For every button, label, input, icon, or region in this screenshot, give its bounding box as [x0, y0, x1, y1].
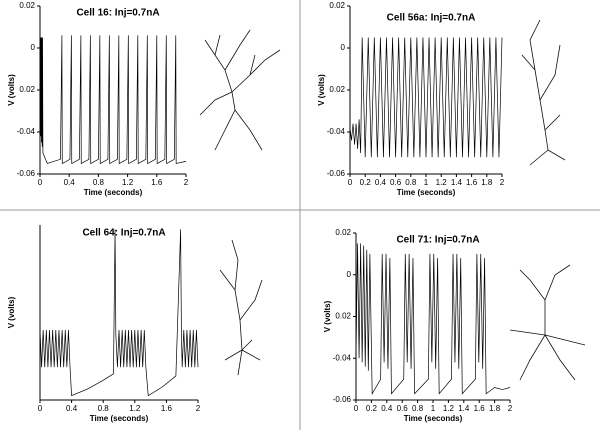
x-tick-label: 0.2	[366, 404, 378, 413]
x-tick-label: 0.6	[397, 404, 409, 413]
y-tick-label: -0.06	[333, 395, 352, 404]
y-tick-label: 0.02	[329, 85, 345, 94]
x-tick-label: 0.4	[381, 404, 393, 413]
x-tick-label: 0	[38, 178, 43, 187]
x-tick-label: 0	[354, 404, 359, 413]
x-tick-label: 1.2	[122, 178, 134, 187]
y-tick-label: -0.06	[17, 169, 36, 178]
y-tick-label: 0	[341, 43, 346, 52]
y-tick-label: 0.02	[19, 85, 35, 94]
chart-title: Cell 71: Inj=0.7nA	[396, 235, 479, 246]
y-axis-label: V (volts)	[323, 300, 332, 332]
x-axis-label: Time (seconds)	[404, 414, 463, 423]
x-tick-label: 2	[184, 178, 189, 187]
voltage-trace	[39, 35, 187, 165]
x-tick-label: 0.8	[412, 404, 424, 413]
y-tick-label: 0.02	[329, 1, 345, 10]
y-tick-label: 0.02	[335, 312, 351, 321]
neuron	[521, 19, 566, 166]
neuron	[199, 29, 281, 151]
x-tick-label: 0.6	[390, 178, 402, 187]
x-tick-label: 1.8	[489, 404, 501, 413]
y-tick-label: 0	[31, 43, 36, 52]
voltage-trace	[349, 37, 503, 158]
voltage-trace	[39, 229, 199, 397]
x-tick-label: 1.4	[458, 404, 470, 413]
x-tick-label: 2	[508, 404, 513, 413]
x-tick-label: 1.4	[451, 178, 463, 187]
x-tick-label: 0.2	[360, 178, 372, 187]
x-axis-label: Time (seconds)	[84, 188, 143, 197]
x-tick-label: 1.6	[474, 404, 486, 413]
x-tick-label: 1.6	[161, 404, 173, 413]
x-tick-label: 1	[424, 178, 429, 187]
x-tick-label: 0.4	[375, 178, 387, 187]
y-tick-label: 0	[347, 270, 352, 279]
x-tick-label: 2	[196, 404, 201, 413]
x-tick-label: 0.8	[98, 404, 110, 413]
x-tick-label: 0.4	[64, 178, 76, 187]
x-tick-label: 1.6	[151, 178, 163, 187]
neuron	[509, 264, 586, 381]
x-axis-label: Time (seconds)	[90, 414, 149, 423]
x-tick-label: 0	[348, 178, 353, 187]
x-tick-label: 2	[500, 178, 505, 187]
y-axis-label: V (volts)	[7, 296, 16, 328]
y-tick-label: -0.06	[327, 169, 346, 178]
x-tick-label: 0.4	[66, 404, 78, 413]
x-tick-label: 1.2	[443, 404, 455, 413]
x-tick-label: 1	[431, 404, 436, 413]
y-tick-label: 0.02	[19, 1, 35, 10]
chart-title: Cell 64: Inj=0.7nA	[82, 228, 165, 239]
x-tick-label: 1.8	[481, 178, 493, 187]
x-tick-label: 1.6	[466, 178, 478, 187]
x-tick-label: 1.2	[129, 404, 141, 413]
x-tick-label: 0.8	[93, 178, 105, 187]
x-tick-label: 1.2	[436, 178, 448, 187]
neuron-drawings	[199, 19, 586, 381]
y-tick-label: -0.04	[333, 353, 352, 362]
y-tick-label: -0.04	[327, 127, 346, 136]
chart-title: Cell 16: Inj=0.7nA	[76, 8, 159, 19]
x-axis-label: Time (seconds)	[397, 188, 456, 197]
neuron	[219, 239, 263, 376]
y-tick-label: 0.02	[335, 228, 351, 237]
y-axis-label: V (volts)	[7, 74, 16, 106]
x-tick-label: 0.8	[405, 178, 417, 187]
x-tick-label: 0	[38, 404, 43, 413]
y-axis-label: V (volts)	[317, 74, 326, 106]
voltage-trace	[355, 243, 511, 396]
y-tick-label: -0.04	[17, 127, 36, 136]
chart-title: Cell 56a: Inj=0.7nA	[387, 13, 476, 24]
